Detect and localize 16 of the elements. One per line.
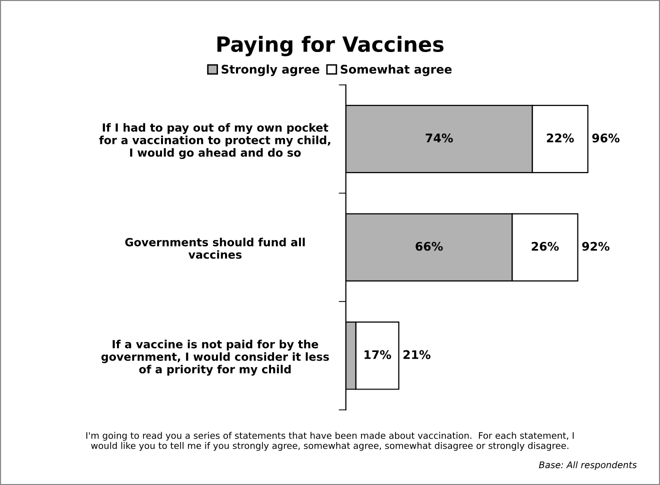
y-tick-label: If I had to pay out of my own pocket for a vaccination to protect my child, I would go ahead and do so bbox=[99, 123, 330, 160]
y-tick-label: If a vaccine is not paid for by the government, I would consider it less of a priority for my child bbox=[101, 340, 329, 376]
text: I'm going to read you a series of statements that have been made about vaccination. For each statement, I would like you to tell me if you strongly agree, somewhat agree, somewhat disagree or strongly disagree. bbox=[86, 432, 574, 451]
legend-label: Strongly agree bbox=[222, 64, 320, 76]
total-label: 96% bbox=[592, 134, 620, 142]
legend-label: Somewhat agree bbox=[340, 64, 452, 76]
data-label: 66% bbox=[416, 242, 443, 251]
data-label: 22% bbox=[546, 134, 574, 142]
total-label: 21% bbox=[403, 350, 430, 360]
data-label: 17% bbox=[364, 350, 392, 360]
total-label: 92% bbox=[582, 242, 610, 251]
text: Base: All respondents bbox=[538, 461, 637, 470]
data-label: 26% bbox=[532, 242, 559, 251]
y-tick-label: Governments should fund all vaccines bbox=[125, 238, 305, 259]
data-label: 74% bbox=[426, 134, 453, 142]
chart-title: Paying for Vaccines bbox=[217, 36, 444, 56]
